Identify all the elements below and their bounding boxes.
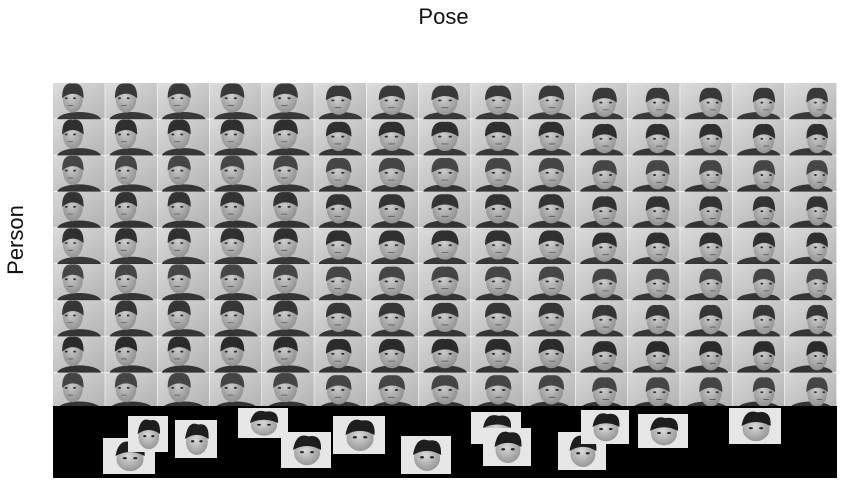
face-thumbnail (366, 119, 419, 165)
face-thumbnail (157, 300, 210, 346)
face-thumbnail (157, 264, 210, 309)
face-thumbnail (784, 300, 837, 346)
face-thumbnail (680, 336, 732, 382)
face-thumbnail (209, 372, 262, 418)
face-thumbnail (157, 336, 210, 382)
face-thumbnail (523, 191, 576, 237)
face-thumbnail (471, 336, 523, 382)
face-thumbnail (262, 119, 314, 165)
face-thumbnail (523, 155, 576, 201)
face-thumbnail (732, 83, 785, 128)
face-thumbnail (732, 372, 785, 418)
composite-face-crop (238, 408, 288, 438)
face-thumbnail (523, 372, 576, 418)
face-thumbnail (262, 191, 314, 237)
face-thumbnail (680, 264, 732, 309)
face-thumbnail (418, 372, 471, 418)
face-thumbnail (157, 119, 210, 165)
face-thumbnail (471, 227, 523, 273)
face-image-grid (53, 83, 837, 454)
face-thumbnail (627, 227, 680, 273)
face-thumbnail (53, 119, 105, 165)
face-thumbnail (575, 155, 628, 201)
face-thumbnail (627, 191, 680, 237)
face-thumbnail (784, 372, 837, 418)
face-thumbnail (314, 119, 366, 165)
face-thumbnail (157, 191, 210, 237)
face-thumbnail (366, 372, 419, 418)
face-thumbnail (575, 336, 628, 382)
face-thumbnail (366, 300, 419, 346)
face-thumbnail (680, 372, 732, 418)
face-thumbnail (575, 372, 628, 418)
face-thumbnail (366, 336, 419, 382)
face-thumbnail (575, 264, 628, 309)
composite-face-crop (483, 428, 531, 466)
face-thumbnail (209, 191, 262, 237)
face-thumbnail (262, 300, 314, 346)
composite-face-crop (128, 416, 168, 452)
composite-face-crop (175, 420, 217, 458)
face-thumbnail (366, 155, 419, 201)
face-thumbnail (732, 191, 785, 237)
composite-face-crop (401, 436, 451, 474)
face-thumbnail (523, 119, 576, 165)
composite-face-strip (53, 406, 837, 478)
composite-face-crop (281, 432, 331, 468)
face-thumbnail (314, 155, 366, 201)
composite-face-crop (581, 410, 629, 444)
face-thumbnail (627, 119, 680, 165)
face-thumbnail (209, 264, 262, 309)
composite-face-crop (729, 408, 781, 444)
face-thumbnail (314, 372, 366, 418)
face-thumbnail (784, 119, 837, 165)
face-thumbnail (262, 227, 314, 273)
face-thumbnail (105, 300, 157, 346)
face-thumbnail (418, 300, 471, 346)
face-thumbnail (262, 264, 314, 309)
face-thumbnail (471, 300, 523, 346)
pose-axis-title: Pose (418, 4, 469, 29)
person-axis-title: Person (3, 205, 28, 275)
composite-face-crop (333, 416, 385, 454)
face-thumbnail (680, 155, 732, 201)
face-thumbnail (418, 336, 471, 382)
face-thumbnail (471, 155, 523, 201)
face-thumbnail (209, 155, 262, 201)
composite-face-crop (638, 414, 688, 448)
